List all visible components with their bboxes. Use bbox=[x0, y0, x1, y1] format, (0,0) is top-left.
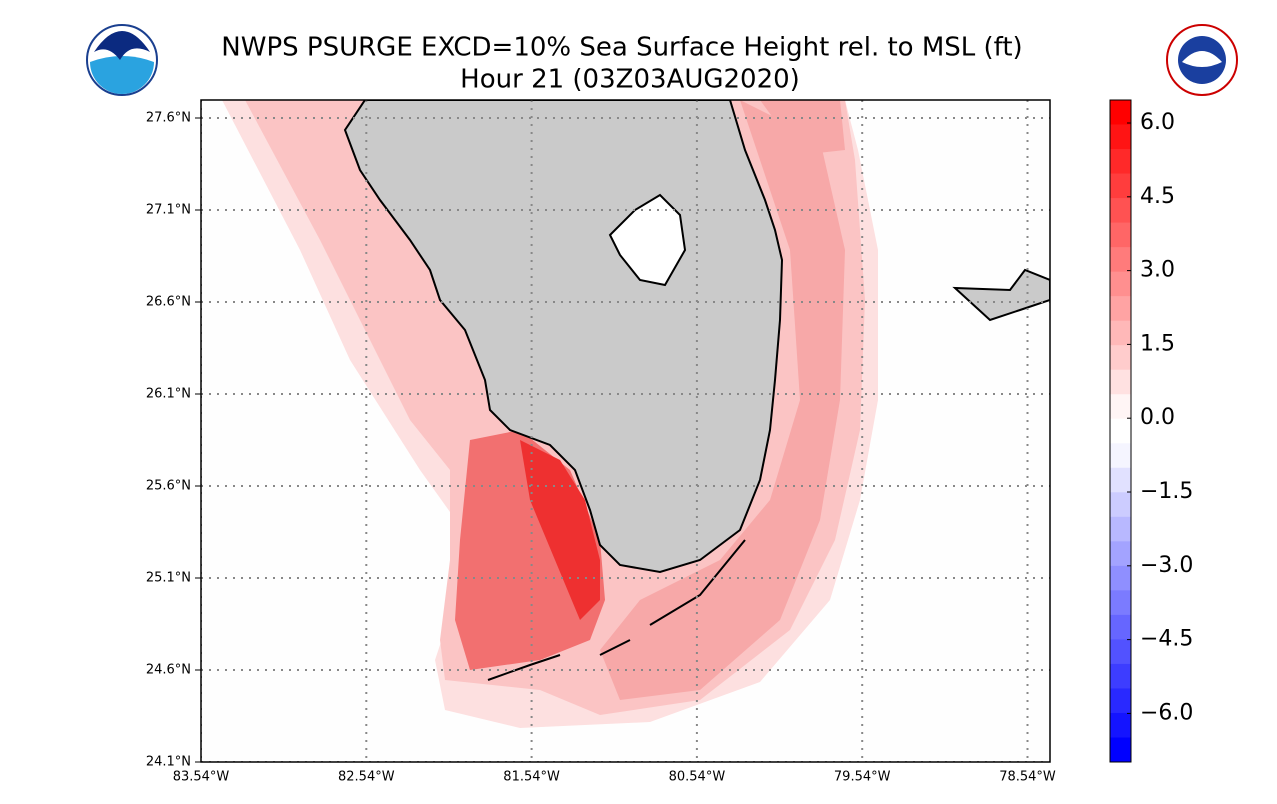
colorbar-step bbox=[1110, 467, 1131, 493]
lon-label: 80.54°W bbox=[669, 770, 726, 785]
colorbar-step bbox=[1110, 492, 1131, 518]
lon-label: 81.54°W bbox=[503, 770, 560, 785]
lon-label: 79.54°W bbox=[834, 770, 891, 785]
map-frame bbox=[200, 99, 1051, 763]
colorbar-step bbox=[1110, 100, 1131, 126]
colorbar-label: −6.0 bbox=[1140, 700, 1193, 725]
colorbar-label: 0.0 bbox=[1140, 405, 1175, 430]
lon-label: 78.54°W bbox=[999, 770, 1056, 785]
colorbar-step bbox=[1110, 271, 1131, 297]
colorbar-label: 4.5 bbox=[1140, 184, 1175, 209]
lat-label: 24.1°N bbox=[146, 755, 191, 770]
surge-peak bbox=[520, 440, 600, 620]
colorbar-step bbox=[1110, 590, 1131, 616]
colorbar-step bbox=[1110, 320, 1131, 346]
surge-high bbox=[600, 100, 845, 700]
lon-label: 82.54°W bbox=[338, 770, 395, 785]
colorbar-label: −4.5 bbox=[1140, 627, 1193, 652]
colorbar-step bbox=[1110, 149, 1131, 175]
colorbar-step bbox=[1110, 418, 1131, 444]
nws-logo bbox=[1166, 24, 1238, 96]
colorbar-frame bbox=[1109, 99, 1132, 763]
lat-label: 25.1°N bbox=[146, 571, 191, 586]
lat-label: 26.6°N bbox=[146, 295, 191, 310]
colorbar-step bbox=[1110, 688, 1131, 714]
noaa-logo bbox=[86, 24, 158, 96]
colorbar-step bbox=[1110, 443, 1131, 469]
colorbar-step bbox=[1110, 565, 1131, 591]
colorbar-step bbox=[1110, 663, 1131, 689]
colorbar-label: −3.0 bbox=[1140, 553, 1193, 578]
colorbar-step bbox=[1110, 247, 1131, 273]
colorbar-step bbox=[1110, 541, 1131, 567]
keys bbox=[487, 539, 746, 681]
colorbar bbox=[1110, 100, 1131, 763]
lat-label: 27.1°N bbox=[146, 203, 191, 218]
subtitle: Hour 21 (03Z03AUG2020) bbox=[460, 65, 800, 95]
colorbar-step bbox=[1110, 369, 1131, 395]
colorbar-label: −1.5 bbox=[1140, 479, 1193, 504]
colorbar-step bbox=[1110, 614, 1131, 640]
lake-okeechobee bbox=[608, 193, 687, 287]
colorbar-step bbox=[1110, 198, 1131, 224]
lon-label: 83.54°W bbox=[173, 770, 230, 785]
title: NWPS PSURGE EXCD=10% Sea Surface Height … bbox=[221, 33, 1022, 63]
colorbar-step bbox=[1110, 712, 1131, 738]
colorbar-step bbox=[1110, 296, 1131, 322]
colorbar-label: 6.0 bbox=[1140, 110, 1175, 135]
colorbar-label: 3.0 bbox=[1140, 258, 1175, 283]
colorbar-step bbox=[1110, 639, 1131, 665]
lat-label: 27.6°N bbox=[146, 111, 191, 126]
colorbar-step bbox=[1110, 345, 1131, 371]
colorbar-step bbox=[1110, 124, 1131, 150]
colorbar-step bbox=[1110, 173, 1131, 199]
lat-label: 25.6°N bbox=[146, 479, 191, 494]
map bbox=[201, 100, 1050, 762]
bahamas bbox=[952, 268, 1050, 322]
colorbar-step bbox=[1110, 516, 1131, 542]
colorbar-step bbox=[1110, 737, 1131, 763]
colorbar-step bbox=[1110, 222, 1131, 248]
lat-label: 26.1°N bbox=[146, 387, 191, 402]
colorbar-step bbox=[1110, 394, 1131, 420]
colorbar-label: 1.5 bbox=[1140, 331, 1175, 356]
lat-label: 24.6°N bbox=[146, 663, 191, 678]
